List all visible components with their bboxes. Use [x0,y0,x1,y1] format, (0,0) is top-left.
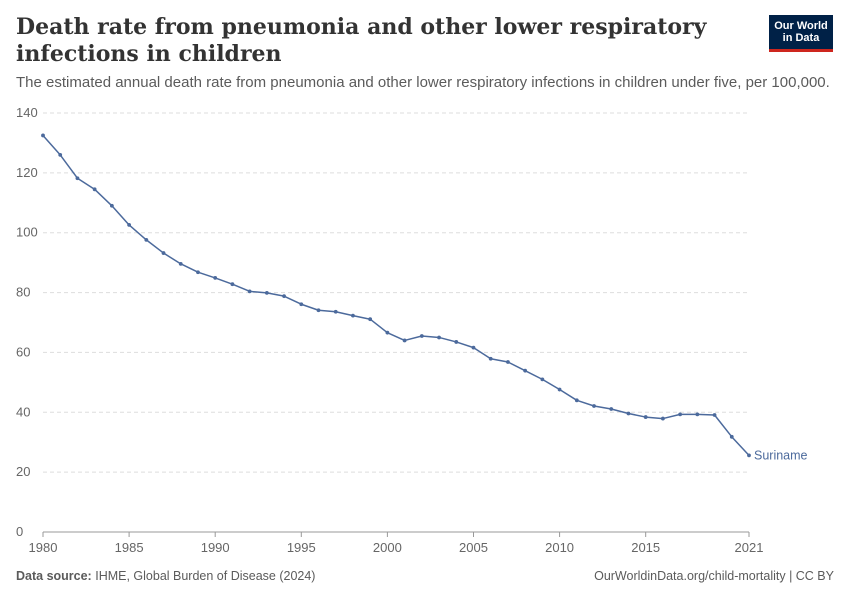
data-point[interactable] [178,261,183,266]
data-point[interactable] [127,223,131,227]
x-tick-label: 2021 [735,540,764,555]
data-point[interactable] [626,411,631,416]
data-point[interactable] [196,270,200,275]
data-point[interactable] [299,302,304,307]
x-tick-label: 1980 [29,540,58,555]
y-tick-label: 120 [16,165,38,180]
data-point[interactable] [144,237,149,242]
data-point[interactable] [557,387,562,392]
y-tick-label: 60 [16,344,30,359]
x-tick-label: 2010 [545,540,574,555]
data-point[interactable] [488,356,493,361]
x-tick-label: 2005 [459,540,488,555]
data-point[interactable] [609,407,614,411]
series-line [42,134,750,456]
data-point[interactable] [695,412,700,417]
y-tick-label: 140 [16,105,38,120]
credit-link[interactable]: OurWorldinData.org/child-mortality | CC … [594,569,834,583]
data-point[interactable] [58,153,63,157]
data-point[interactable] [92,187,97,192]
data-point[interactable] [109,203,114,208]
data-point[interactable] [661,416,665,421]
data-point[interactable] [678,412,683,417]
data-source-text: IHME, Global Burden of Disease (2024) [95,569,316,583]
logo-line-2: in Data [782,32,820,44]
data-point[interactable] [729,434,734,439]
data-point[interactable] [75,176,80,181]
data-point[interactable] [523,368,528,373]
chart-subtitle: The estimated annual death rate from pne… [16,74,830,91]
data-point[interactable] [333,309,338,314]
series-layer: Suriname [41,133,808,462]
data-point[interactable] [574,398,579,403]
data-point[interactable] [41,133,45,138]
data-point[interactable] [385,330,390,335]
data-point[interactable] [471,345,476,350]
x-tick-label: 2000 [373,540,402,555]
x-axis: 1980 1985 1990 1995 2000 2005 2010 2015 2021 [29,531,764,555]
x-tick-label: 1985 [115,540,144,555]
logo-line-1: Our World [774,20,828,32]
data-point[interactable] [161,251,166,255]
data-point[interactable] [230,282,235,287]
data-point[interactable] [368,317,373,322]
data-point[interactable] [506,360,510,364]
data-point[interactable] [712,413,717,417]
data-point[interactable] [454,340,459,344]
data-point[interactable] [282,294,286,299]
data-point[interactable] [747,453,751,458]
data-point[interactable] [540,377,545,382]
data-point[interactable] [643,415,648,419]
x-tick-label: 1995 [287,540,316,555]
y-tick-label: 100 [16,225,38,240]
data-point[interactable] [592,404,596,408]
data-source: Data source: IHME, Global Burden of Dise… [16,569,315,583]
data-point[interactable] [247,289,252,294]
data-point[interactable] [351,313,355,318]
data-point[interactable] [437,335,441,340]
data-point[interactable] [213,276,218,280]
grid-lines [43,112,749,473]
data-point[interactable] [402,338,407,343]
y-tick-label: 80 [16,285,30,300]
y-axis: 0 20 40 60 80 100 120 140 [16,105,38,539]
chart-title: Death rate from pneumonia and other lowe… [16,14,707,67]
data-point[interactable] [316,308,321,313]
data-source-label: Data source: [16,569,92,583]
x-tick-label: 2015 [631,540,660,555]
y-tick-label: 20 [16,464,30,479]
data-point[interactable] [264,290,269,295]
series-label: Suriname [754,448,808,462]
y-tick-label: 40 [16,404,30,419]
y-tick-label: 0 [16,524,23,539]
data-point[interactable] [419,334,424,338]
x-tick-label: 1990 [201,540,230,555]
owid-logo[interactable]: Our World in Data [769,15,833,52]
